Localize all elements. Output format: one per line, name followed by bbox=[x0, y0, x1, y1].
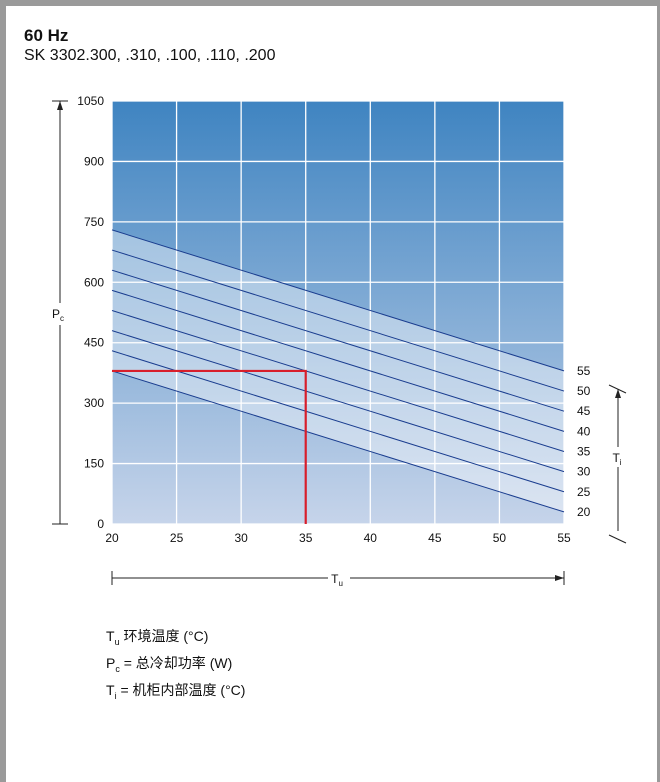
legend-symbol-tu: T bbox=[106, 628, 115, 644]
series-label-20: 20 bbox=[577, 505, 591, 519]
curve-band bbox=[112, 229, 564, 512]
ti-dimension-cap-top bbox=[608, 384, 627, 394]
series-label-25: 25 bbox=[577, 485, 591, 499]
x-tick-label: 50 bbox=[493, 531, 507, 545]
legend-symbol-pc: P bbox=[106, 654, 116, 671]
legend-sub-pc: c bbox=[115, 663, 120, 674]
series-line-45 bbox=[111, 269, 565, 412]
ti-label: Ti bbox=[612, 451, 621, 467]
legend-symbol-ti: T bbox=[106, 681, 115, 698]
series-label-30: 30 bbox=[577, 465, 591, 479]
chart-title: 60 Hz bbox=[24, 26, 69, 45]
y-tick-label: 1050 bbox=[77, 94, 104, 108]
series-line-50 bbox=[111, 249, 565, 392]
series-label-45: 45 bbox=[577, 404, 591, 418]
y-tick-label: 750 bbox=[84, 215, 104, 229]
y-tick-label: 150 bbox=[84, 457, 104, 471]
chart-svg: 55 50 45 40 35 30 25 20 20 25 30 35 40 45 50 55 0 150 300 4… bbox=[50, 94, 630, 588]
y-tick-label: 600 bbox=[84, 275, 104, 289]
y-axis-label: Pc bbox=[52, 307, 64, 323]
y-dimension-arrow bbox=[57, 101, 63, 110]
y-tick-label: 450 bbox=[84, 336, 104, 350]
legend-line-ti: Ti = 机柜内部温度 (°C) bbox=[106, 680, 245, 707]
series-label-50: 50 bbox=[577, 384, 591, 398]
ti-label-bg bbox=[608, 447, 630, 467]
series-line-25 bbox=[111, 350, 565, 493]
x-tick-label: 40 bbox=[364, 531, 378, 545]
legend-text-ti: = 机柜内部温度 (°C) bbox=[116, 681, 246, 698]
x-dimension-arrow bbox=[555, 575, 564, 581]
x-label-bg bbox=[328, 569, 350, 587]
x-tick-label: 20 bbox=[105, 531, 119, 545]
highlight-line bbox=[112, 369, 307, 524]
x-tick-label: 55 bbox=[557, 531, 571, 545]
x-tick-label: 35 bbox=[299, 531, 313, 545]
legend-line-pc: Pc = 总冷却功率 (W) bbox=[106, 653, 245, 680]
x-tick-label: 25 bbox=[170, 531, 184, 545]
series-label-35: 35 bbox=[577, 444, 591, 458]
y-tick-label: 0 bbox=[97, 517, 104, 531]
series-line-40 bbox=[111, 289, 565, 432]
legend-text-tu: 环境温度 (°C) bbox=[119, 628, 209, 644]
series-label-55: 55 bbox=[577, 364, 591, 378]
chart-subtitle: SK 3302.300, .310, .100, .110, .200 bbox=[24, 47, 276, 64]
legend-sub-ti: i bbox=[114, 690, 117, 701]
legend-block: Tu 环境温度 (°C) Pc = 总冷却功率 (W) Ti = 机柜内部温度 … bbox=[106, 626, 245, 706]
series-line-55 bbox=[111, 229, 565, 372]
legend-sub-tu: u bbox=[114, 636, 120, 647]
x-tick-label: 45 bbox=[428, 531, 442, 545]
y-tick-label: 900 bbox=[84, 154, 104, 168]
ti-dimension-cap-bottom bbox=[608, 534, 627, 544]
y-tick-label: 300 bbox=[84, 396, 104, 410]
y-label-bg bbox=[50, 303, 70, 325]
series-line-20 bbox=[111, 370, 565, 513]
x-axis-label: Tu bbox=[331, 572, 343, 588]
ti-dimension-arrow bbox=[615, 389, 621, 398]
plot-background bbox=[112, 101, 564, 524]
series-line-30 bbox=[111, 330, 565, 473]
legend-text-pc: = 总冷却功率 (W) bbox=[119, 654, 233, 671]
legend-line-tu: Tu 环境温度 (°C) bbox=[106, 626, 245, 653]
series-line-35 bbox=[111, 310, 565, 452]
series-label-40: 40 bbox=[577, 424, 591, 438]
x-tick-label: 30 bbox=[234, 531, 248, 545]
